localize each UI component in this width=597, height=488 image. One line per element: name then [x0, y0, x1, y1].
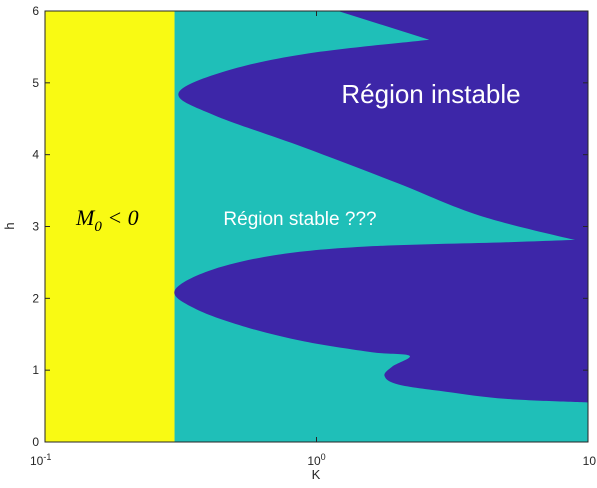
- y-tick-label: 3: [32, 220, 39, 234]
- m0-negative-annotation: M0 < 0: [75, 205, 139, 235]
- y-axis: 0 1 2 3 4 5 6: [32, 4, 588, 449]
- y-tick-label: 5: [32, 76, 39, 90]
- m0-symbol: M: [75, 205, 96, 230]
- x-tick-label: 100: [307, 452, 325, 468]
- unstable-region-bottom: [174, 239, 588, 403]
- x-tick-label: 10-1: [30, 452, 51, 468]
- negative-m0-region: [45, 11, 175, 442]
- x-tick-label: 10: [583, 454, 597, 468]
- y-axis-label: h: [2, 222, 17, 229]
- unstable-region-annotation: Région instable: [341, 79, 520, 109]
- m0-subscript: 0: [94, 219, 102, 235]
- y-tick-label: 2: [32, 291, 39, 305]
- plot-area: [45, 11, 588, 442]
- y-tick-label: 6: [32, 4, 39, 18]
- y-tick-label: 1: [32, 363, 39, 377]
- stable-region-annotation: Région stable ???: [223, 209, 376, 230]
- y-tick-label: 0: [32, 435, 39, 449]
- x-axis-label: K: [312, 467, 321, 482]
- x-axis: 10-1 100 10: [30, 11, 596, 468]
- unstable-region-top: [178, 11, 588, 243]
- y-tick-label: 4: [32, 148, 39, 162]
- m0-condition: < 0: [102, 205, 139, 230]
